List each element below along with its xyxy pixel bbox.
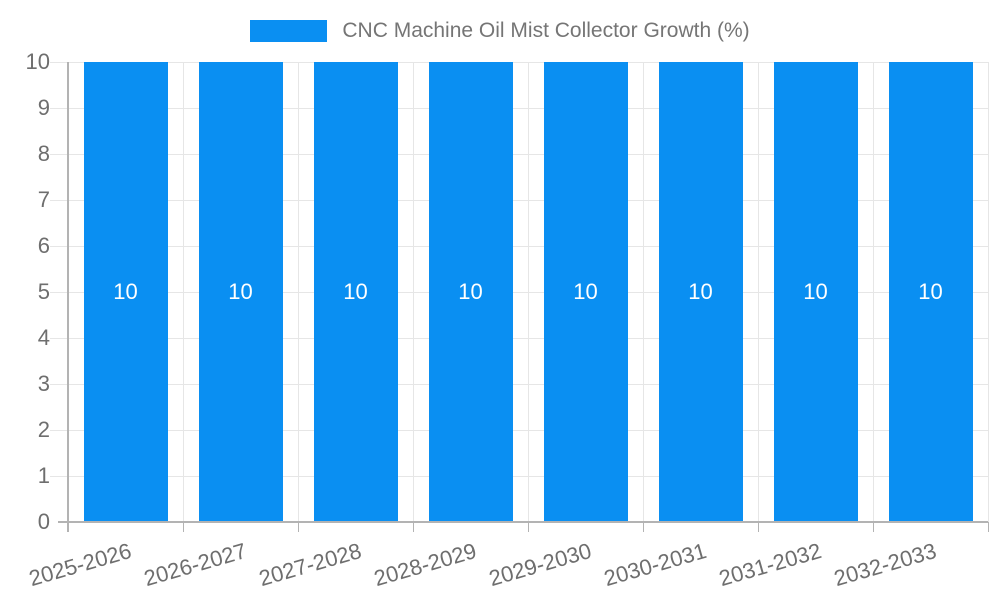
x-axis-tick [297, 522, 299, 532]
y-axis-tick-label: 10 [25, 49, 50, 74]
x-axis-label: 2026-2027 [141, 538, 250, 592]
category-gridline [527, 62, 529, 522]
category-gridline [757, 62, 759, 522]
y-axis-tick-label: 6 [37, 233, 50, 258]
y-axis-tick-label: 7 [37, 187, 50, 212]
category-gridline [297, 62, 299, 522]
y-axis-tick-label: 9 [37, 95, 50, 120]
y-axis-tick [50, 476, 68, 477]
category-gridline [987, 62, 989, 522]
category-gridline [182, 62, 184, 522]
y-axis-tick-label: 8 [37, 141, 50, 166]
x-axis-label: 2029-2030 [486, 538, 595, 592]
category-gridline [642, 62, 644, 522]
y-axis-tick [50, 62, 68, 63]
x-axis-label: 2028-2029 [371, 538, 480, 592]
bar[interactable]: 10 [198, 62, 283, 522]
x-axis-tick [412, 522, 414, 532]
category-gridline [412, 62, 414, 522]
bar[interactable]: 10 [658, 62, 743, 522]
legend-series-label: CNC Machine Oil Mist Collector Growth (%… [342, 19, 750, 42]
y-axis-tick [50, 108, 68, 109]
x-axis-tick [527, 522, 529, 532]
bar[interactable]: 10 [83, 62, 168, 522]
bar[interactable]: 10 [773, 62, 858, 522]
bar-value-label: 10 [228, 279, 253, 304]
chart-legend: CNC Machine Oil Mist Collector Growth (%… [0, 19, 1000, 43]
x-axis-label: 2031-2032 [716, 538, 825, 592]
y-axis-tick-label: 2 [37, 417, 50, 442]
bar[interactable]: 10 [888, 62, 973, 522]
y-axis-tick [50, 338, 68, 339]
y-axis-tick-label: 0 [37, 509, 50, 534]
x-axis-label: 2030-2031 [601, 538, 710, 592]
bar-value-label: 10 [688, 279, 713, 304]
y-axis-tick [50, 154, 68, 155]
y-axis-tick [50, 430, 68, 431]
y-axis-tick [50, 292, 68, 293]
y-axis-line [67, 62, 69, 532]
y-axis-tick-label: 1 [37, 463, 50, 488]
legend-color-swatch [250, 20, 328, 42]
bar[interactable]: 10 [543, 62, 628, 522]
x-axis-tick [987, 522, 989, 532]
x-axis-tick [182, 522, 184, 532]
x-axis-label: 2032-2033 [831, 538, 940, 592]
bar-value-label: 10 [803, 279, 828, 304]
y-axis-tick-label: 5 [37, 279, 50, 304]
x-axis-tick [757, 522, 759, 532]
bar-value-label: 10 [343, 279, 368, 304]
y-axis-tick-label: 3 [37, 371, 50, 396]
bar-value-label: 10 [113, 279, 138, 304]
bar[interactable]: 10 [313, 62, 398, 522]
bar[interactable]: 10 [428, 62, 513, 522]
y-axis-tick [50, 384, 68, 385]
y-axis-tick [50, 246, 68, 247]
x-axis-tick [872, 522, 874, 532]
bar-value-label: 10 [573, 279, 598, 304]
x-axis-label: 2025-2026 [26, 538, 135, 592]
y-axis-tick [50, 200, 68, 201]
category-gridline [872, 62, 874, 522]
x-axis-tick [642, 522, 644, 532]
bar-value-label: 10 [458, 279, 483, 304]
x-axis-label: 2027-2028 [256, 538, 365, 592]
x-axis-line [58, 521, 988, 523]
y-axis-tick-label: 4 [37, 325, 50, 350]
bar-value-label: 10 [918, 279, 943, 304]
plot-area: 0 1 2 3 4 5 6 7 8 9 10 10 10 10 10 10 10 10 10 2025-2026 202… [26, 50, 989, 591]
